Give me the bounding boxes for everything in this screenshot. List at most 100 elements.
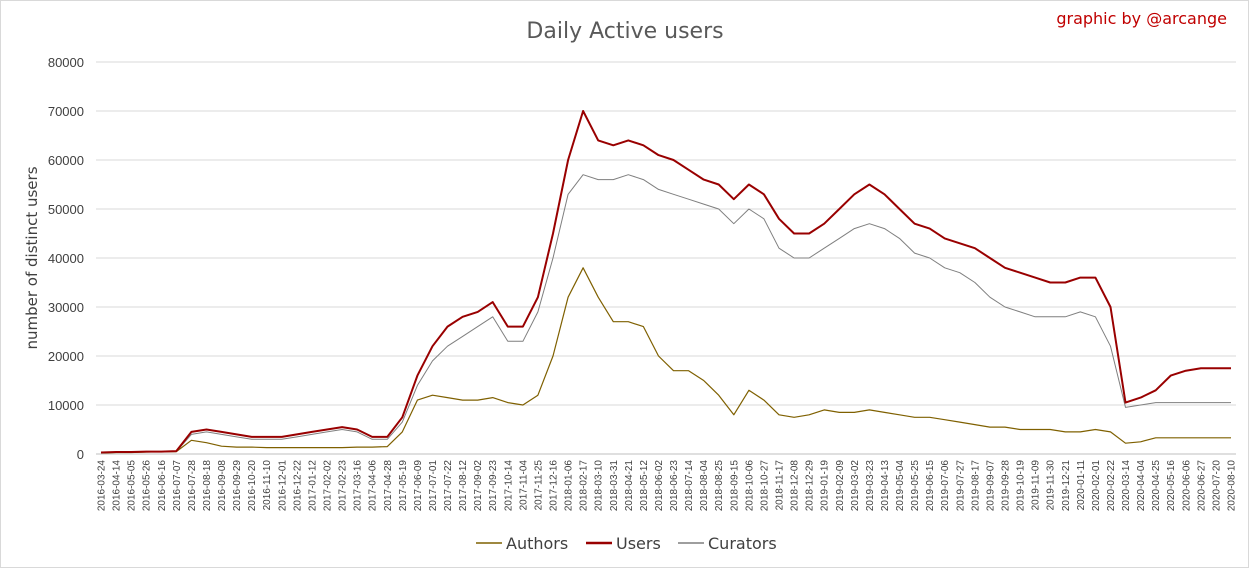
- x-tick-label: 2019-12-21: [1061, 460, 1072, 512]
- y-tick-label: 70000: [48, 104, 84, 119]
- x-tick-label: 2016-07-28: [187, 460, 198, 512]
- x-tick-label: 2017-08-12: [458, 460, 469, 512]
- x-tick-label: 2016-09-29: [232, 460, 243, 512]
- x-tick-label: 2018-10-06: [744, 460, 755, 512]
- x-tick-label: 2016-11-10: [262, 460, 273, 511]
- x-tick-label: 2018-07-14: [684, 460, 695, 512]
- x-tick-label: 2017-07-22: [443, 460, 454, 512]
- x-tick-label: 2017-12-16: [549, 460, 560, 512]
- x-tick-label: 2019-11-30: [1046, 460, 1057, 511]
- x-tick-label: 2020-04-04: [1136, 460, 1147, 512]
- x-tick-label: 2019-09-07: [985, 460, 996, 512]
- x-tick-label: 2016-10-20: [247, 460, 258, 512]
- x-tick-label: 2017-04-06: [368, 460, 379, 512]
- x-tick-label: 2019-04-13: [880, 460, 891, 512]
- y-tick-labels: 0 10000 20000 30000 40000 50000 60000 70000 8000…: [48, 55, 84, 462]
- x-tick-label: 2019-03-23: [865, 460, 876, 512]
- x-tick-label: 2019-11-09: [1031, 460, 1042, 511]
- y-axis-label: number of distinct users: [23, 166, 41, 349]
- x-tick-label: 2018-10-27: [759, 460, 770, 512]
- x-tick-label: 2020-08-10: [1227, 460, 1238, 512]
- y-tick-label: 60000: [48, 153, 84, 168]
- x-tick-label: 2020-02-22: [1106, 460, 1117, 512]
- x-tick-label: 2018-08-04: [699, 460, 710, 512]
- x-tick-label: 2017-04-28: [383, 460, 394, 512]
- x-tick-label: 2016-06-16: [157, 460, 168, 512]
- x-tick-label: 2019-08-17: [970, 460, 981, 512]
- x-tick-label: 2018-05-12: [639, 460, 650, 512]
- x-tick-label: 2020-06-06: [1181, 460, 1192, 512]
- x-tick-label: 2017-11-25: [533, 460, 544, 511]
- x-tick-label: 2019-09-28: [1001, 460, 1012, 512]
- x-tick-label: 2017-05-19: [398, 460, 409, 512]
- x-tick-label: 2017-07-01: [428, 460, 439, 512]
- x-tick-label: 2018-04-21: [624, 460, 635, 512]
- x-tick-label: 2018-08-25: [714, 460, 725, 512]
- x-tick-label: 2020-05-16: [1166, 460, 1177, 512]
- legend: Authors Users Curators: [476, 534, 777, 553]
- x-tick-label: 2016-12-22: [292, 460, 303, 512]
- grid-lines: [96, 61, 1236, 406]
- series-line-authors: [100, 267, 1231, 454]
- x-tick-label: 2019-07-06: [940, 460, 951, 512]
- series-lines: [100, 110, 1231, 454]
- y-tick-label: 50000: [48, 202, 84, 217]
- x-tick-labels: 2016-03-24 2016-04-14 2016-05-05 2016-05-26…: [97, 460, 1238, 512]
- legend-label-curators: Curators: [708, 534, 777, 553]
- x-tick-label: 2016-12-01: [277, 460, 288, 512]
- x-tick-label: 2016-09-08: [217, 460, 228, 512]
- x-tick-label: 2019-07-27: [955, 460, 966, 512]
- x-tick-label: 2019-06-15: [925, 460, 936, 512]
- x-tick-label: 2017-06-09: [413, 460, 424, 512]
- x-tick-label: 2018-03-31: [609, 460, 620, 512]
- x-tick-label: 2017-01-12: [307, 460, 318, 512]
- x-tick-label: 2019-05-04: [895, 460, 906, 512]
- x-tick-label: 2018-02-17: [579, 460, 590, 512]
- y-tick-label: 80000: [48, 55, 84, 70]
- y-tick-label: 10000: [48, 398, 84, 413]
- y-tick-label: 0: [77, 447, 84, 462]
- x-tick-label: 2017-03-16: [353, 460, 364, 512]
- x-tick-label: 2018-12-08: [790, 460, 801, 512]
- credit-text: graphic by @arcange: [1056, 9, 1227, 28]
- x-tick-label: 2017-09-23: [488, 460, 499, 512]
- y-tick-label: 20000: [48, 349, 84, 364]
- x-tick-label: 2018-12-29: [805, 460, 816, 512]
- x-tick-label: 2019-05-25: [910, 460, 921, 512]
- x-tick-label: 2020-06-27: [1196, 460, 1207, 512]
- x-tick-label: 2020-07-20: [1211, 460, 1222, 512]
- x-tick-label: 2020-03-14: [1121, 460, 1132, 512]
- x-tick-label: 2020-04-25: [1151, 460, 1162, 512]
- series-line-users: [100, 110, 1231, 454]
- x-tick-label: 2016-07-07: [172, 460, 183, 512]
- series-line-curators: [100, 174, 1231, 454]
- x-tick-label: 2020-02-01: [1091, 460, 1102, 512]
- x-tick-label: 2017-02-02: [323, 460, 334, 512]
- x-tick-label: 2016-05-05: [127, 460, 138, 512]
- x-tick-label: 2016-04-14: [112, 460, 123, 512]
- x-tick-label: 2017-10-14: [503, 460, 514, 512]
- chart-title: Daily Active users: [526, 19, 723, 44]
- x-tick-label: 2018-11-17: [775, 460, 786, 511]
- x-tick-label: 2018-01-06: [564, 460, 575, 512]
- x-tick-label: 2017-02-23: [338, 460, 349, 512]
- x-tick-label: 2016-03-24: [97, 460, 108, 512]
- x-tick-label: 2020-01-11: [1076, 460, 1087, 511]
- y-tick-label: 30000: [48, 300, 84, 315]
- legend-label-authors: Authors: [506, 534, 568, 553]
- x-tick-label: 2019-03-02: [850, 460, 861, 512]
- x-tick-label: 2017-09-02: [473, 460, 484, 512]
- x-tick-label: 2018-03-10: [594, 460, 605, 512]
- x-tick-label: 2016-08-18: [202, 460, 213, 512]
- x-tick-label: 2017-11-04: [518, 460, 529, 511]
- x-tick-label: 2018-06-23: [669, 460, 680, 512]
- x-tick-label: 2019-10-19: [1016, 460, 1027, 512]
- x-tick-label: 2019-01-19: [820, 460, 831, 512]
- x-tick-label: 2018-09-15: [729, 460, 740, 512]
- y-tick-label: 40000: [48, 251, 84, 266]
- x-tick-label: 2019-02-09: [835, 460, 846, 512]
- x-tick-label: 2018-06-02: [654, 460, 665, 512]
- legend-label-users: Users: [616, 534, 661, 553]
